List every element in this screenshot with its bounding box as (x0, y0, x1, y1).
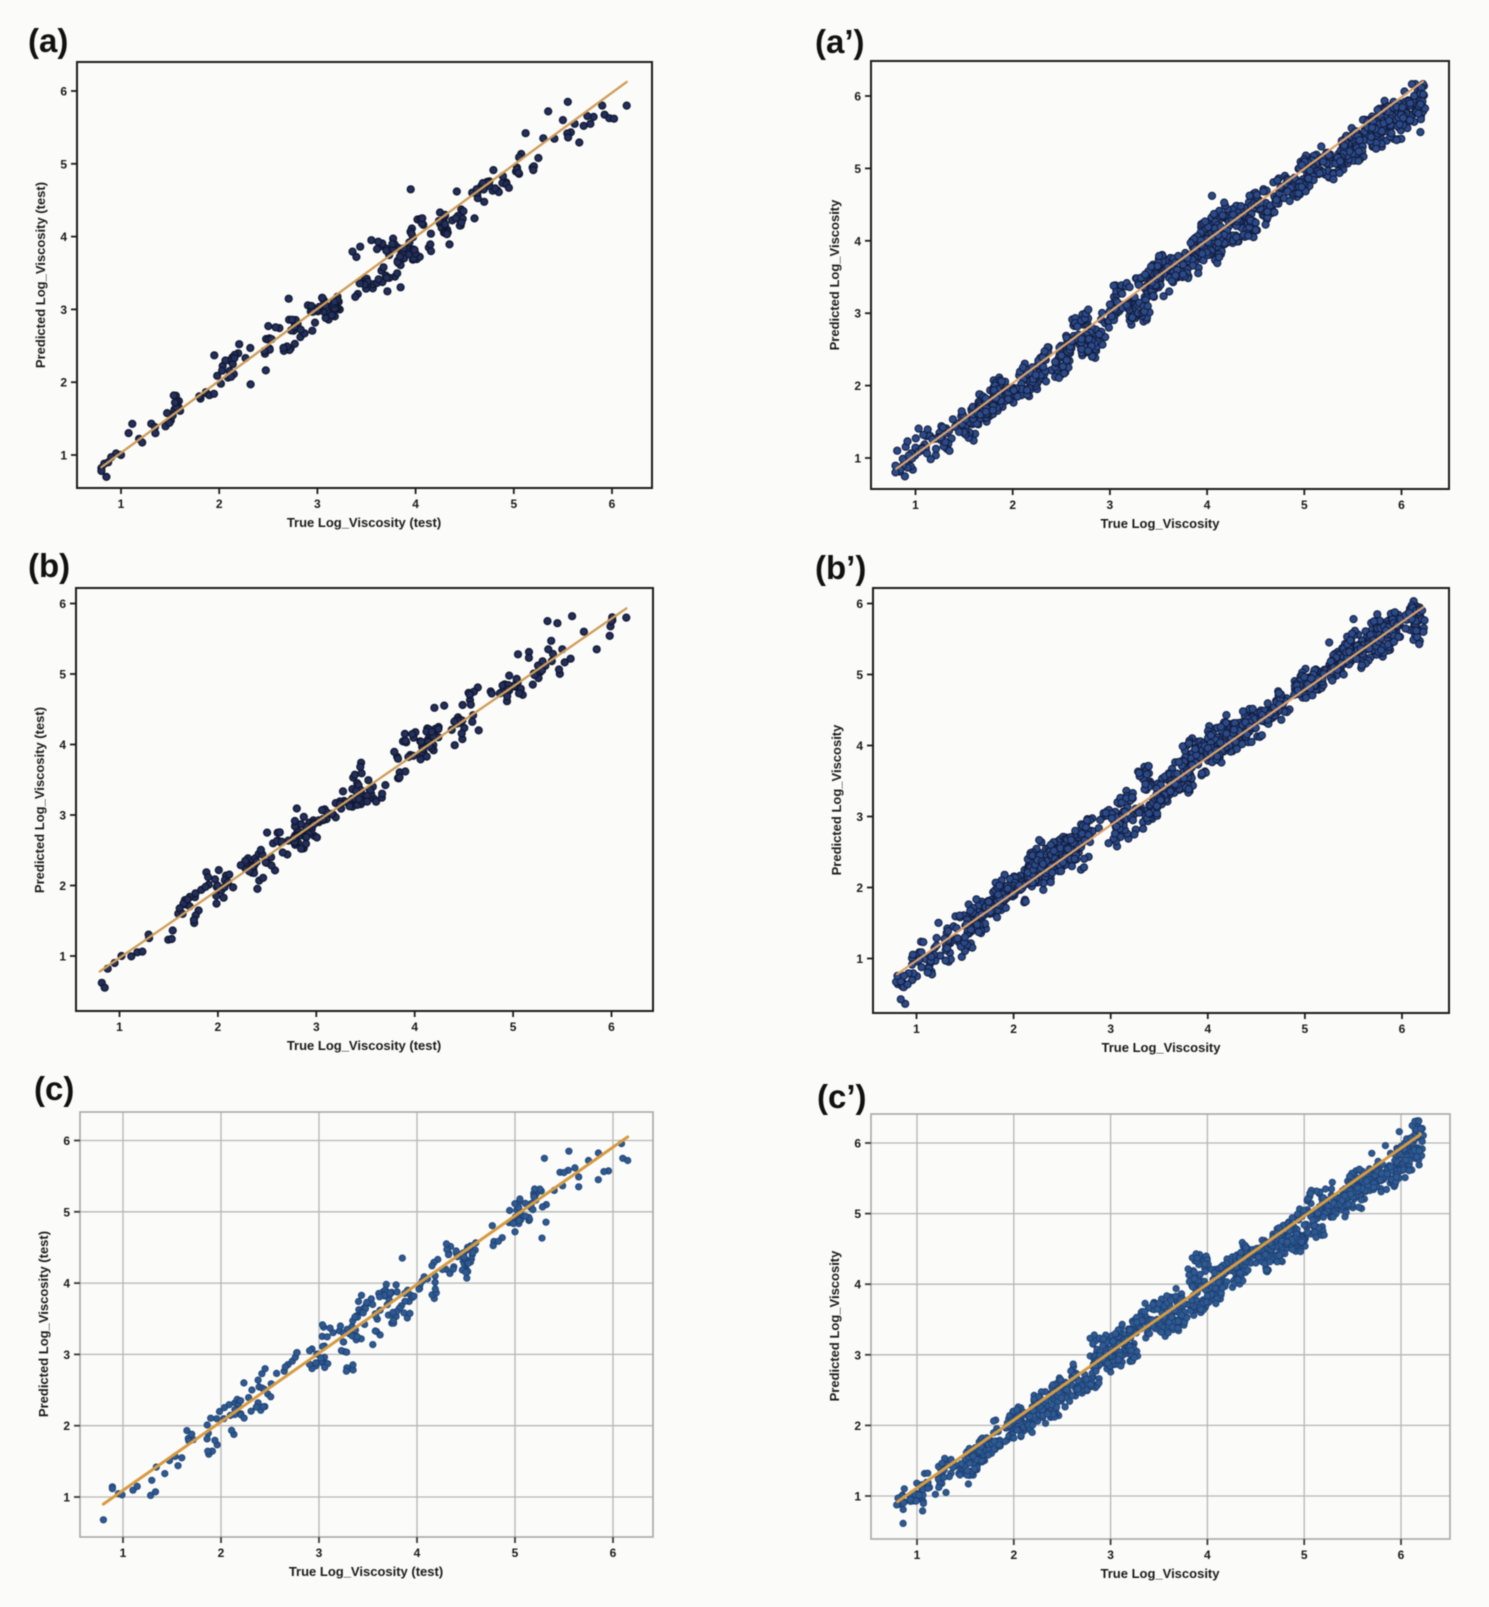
svg-text:6: 6 (59, 597, 66, 611)
svg-text:3: 3 (313, 1020, 320, 1034)
svg-text:4: 4 (856, 739, 863, 753)
svg-text:3: 3 (1107, 1022, 1114, 1036)
svg-text:2: 2 (215, 1020, 222, 1034)
svg-text:5: 5 (512, 1546, 519, 1560)
svg-text:4: 4 (1204, 1022, 1211, 1036)
svg-text:6: 6 (854, 90, 861, 104)
svg-text:1: 1 (118, 497, 125, 511)
svg-text:Predicted Log_Viscosity (test): Predicted Log_Viscosity (test) (32, 707, 47, 893)
svg-text:Predicted Log_Viscosity (test): Predicted Log_Viscosity (test) (33, 182, 48, 368)
svg-text:5: 5 (510, 1020, 517, 1034)
svg-text:5: 5 (63, 1205, 70, 1219)
svg-text:5: 5 (854, 162, 861, 176)
svg-text:6: 6 (1398, 498, 1405, 512)
svg-text:Predicted Log_Viscosity (test): Predicted Log_Viscosity (test) (36, 1231, 51, 1417)
svg-text:5: 5 (1302, 1022, 1309, 1036)
svg-text:5: 5 (1301, 498, 1308, 512)
svg-text:1: 1 (59, 950, 66, 964)
svg-text:2: 2 (216, 497, 223, 511)
svg-text:4: 4 (63, 1277, 70, 1291)
svg-text:1: 1 (116, 1020, 123, 1034)
svg-text:2: 2 (59, 879, 66, 893)
svg-text:1: 1 (854, 452, 861, 466)
svg-text:5: 5 (60, 157, 67, 171)
svg-text:6: 6 (610, 1546, 617, 1560)
svg-text:1: 1 (63, 1491, 70, 1505)
svg-text:3: 3 (63, 1348, 70, 1362)
svg-text:3: 3 (60, 303, 67, 317)
svg-text:4: 4 (414, 1546, 421, 1560)
svg-text:3: 3 (314, 497, 321, 511)
svg-text:2: 2 (854, 379, 861, 393)
svg-text:4: 4 (412, 497, 419, 511)
svg-text:1: 1 (912, 498, 919, 512)
svg-text:4: 4 (411, 1020, 418, 1034)
svg-text:3: 3 (854, 307, 861, 321)
svg-text:6: 6 (609, 497, 616, 511)
svg-text:6: 6 (856, 597, 863, 611)
svg-text:True Log_Viscosity (test): True Log_Viscosity (test) (287, 515, 441, 530)
svg-text:3: 3 (316, 1546, 323, 1560)
svg-text:3: 3 (1107, 498, 1114, 512)
svg-text:3: 3 (59, 809, 66, 823)
svg-text:1: 1 (856, 952, 863, 966)
svg-text:3: 3 (856, 810, 863, 824)
svg-text:6: 6 (1399, 1022, 1406, 1036)
svg-text:6: 6 (63, 1134, 70, 1148)
svg-text:4: 4 (1204, 498, 1211, 512)
svg-text:2: 2 (1009, 498, 1016, 512)
svg-text:True Log_Viscosity (test): True Log_Viscosity (test) (287, 1038, 441, 1053)
svg-text:5: 5 (510, 497, 517, 511)
svg-text:4: 4 (60, 230, 67, 244)
svg-text:2: 2 (1010, 1022, 1017, 1036)
svg-text:5: 5 (59, 668, 66, 682)
svg-text:6: 6 (60, 85, 67, 99)
svg-text:Predicted Log_Viscosity: Predicted Log_Viscosity (827, 199, 842, 351)
svg-text:2: 2 (856, 881, 863, 895)
svg-text:4: 4 (854, 234, 861, 248)
svg-text:1: 1 (60, 449, 67, 463)
svg-text:True Log_Viscosity (test): True Log_Viscosity (test) (289, 1564, 443, 1579)
svg-text:2: 2 (60, 376, 67, 390)
svg-text:True Log_Viscosity: True Log_Viscosity (1101, 516, 1221, 531)
svg-text:1: 1 (913, 1022, 920, 1036)
svg-text:Predicted Log_Viscosity: Predicted Log_Viscosity (829, 724, 844, 876)
svg-text:1: 1 (120, 1546, 127, 1560)
svg-text:6: 6 (608, 1020, 615, 1034)
svg-text:True Log_Viscosity: True Log_Viscosity (1102, 1040, 1222, 1055)
svg-text:5: 5 (856, 668, 863, 682)
svg-text:4: 4 (59, 738, 66, 752)
svg-text:2: 2 (63, 1419, 70, 1433)
svg-text:2: 2 (218, 1546, 225, 1560)
